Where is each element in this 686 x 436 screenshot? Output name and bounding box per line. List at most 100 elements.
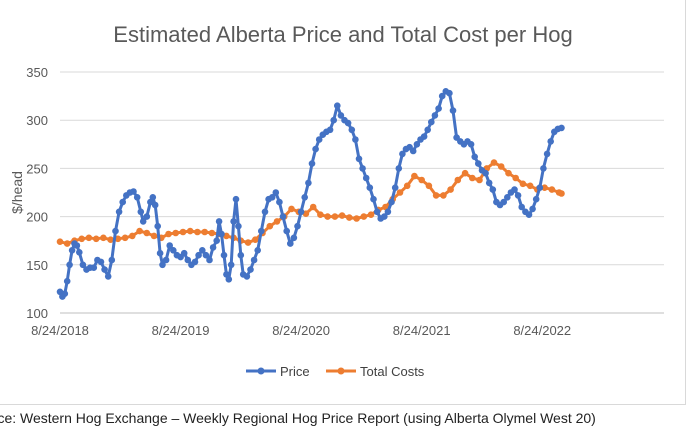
data-point [411,172,418,180]
data-point [180,249,188,257]
grid-layer [60,71,664,314]
data-point [201,228,208,236]
series-line [58,89,562,299]
data-point [199,247,206,254]
data-point [413,141,421,148]
y-tick-label: 250 [26,161,48,176]
data-point [85,234,93,242]
data-point [454,176,462,184]
y-tick-label: 200 [26,210,48,225]
data-point [536,184,544,191]
data-point [225,276,233,283]
data-point [195,251,202,259]
data-point [388,198,395,206]
x-tick-label: 8/24/2022 [513,323,571,338]
data-point [170,247,177,254]
data-point [326,126,334,134]
data-point [315,136,323,143]
data-point [165,230,172,238]
data-point [558,124,565,132]
data-point [425,182,433,190]
data-point [151,201,159,209]
data-point [250,256,258,264]
series-total-costs [56,159,565,247]
data-point [438,92,446,100]
data-point [512,174,519,182]
data-point [92,235,100,243]
data-point [237,251,245,259]
data-point [541,184,548,191]
data-point [420,133,428,140]
data-point [294,222,301,230]
data-point [309,203,317,211]
legend-item: Total Costs [326,364,425,379]
data-point [243,273,251,280]
data-point [287,240,294,247]
data-point [381,213,388,220]
data-point [526,182,534,190]
data-point [137,208,145,216]
data-point [206,256,213,264]
data-point [428,118,435,126]
data-point [476,176,483,184]
source-note: urce: Western Hog Exchange – Weekly Regi… [0,410,596,426]
data-point [90,264,98,272]
data-point [119,198,126,206]
legend-item: Price [246,364,310,379]
data-point [213,237,220,244]
data-point [489,186,497,193]
data-point [114,235,122,243]
data-point [305,179,312,187]
data-point [276,198,283,206]
data-point [266,222,274,230]
data-point [338,212,346,219]
data-point [154,222,161,230]
data-point [73,242,81,249]
data-point [218,230,225,238]
data-point [353,215,360,222]
data-point [247,266,254,273]
data-point [63,277,71,285]
legend-label: Total Costs [360,364,425,379]
data-point [191,258,199,266]
data-point [136,227,143,235]
data-point [78,235,85,243]
x-tick-label: 8/24/2020 [272,323,330,338]
data-point [156,249,164,257]
data-point [202,251,210,259]
data-point [424,126,432,134]
data-point [346,214,353,221]
x-tick-label: 8/24/2018 [31,323,89,338]
data-point [511,186,518,193]
legend-swatch-marker [257,367,265,375]
data-point [215,218,223,225]
data-point [133,194,141,201]
data-point [532,195,540,203]
data-point [447,186,454,193]
data-point [139,218,147,225]
data-point [179,228,187,236]
data-point [367,211,375,218]
data-point [97,258,105,266]
data-point [115,208,123,216]
data-point [547,138,554,145]
data-point [273,218,281,225]
data-point [485,179,493,187]
x-axis-ticks: 8/24/2018 8/24/2019 8/24/2020 8/24/2021 8/24… [31,323,571,338]
data-point [288,205,295,213]
data-point [312,145,319,153]
data-point [360,213,368,220]
data-point [283,227,291,235]
data-point [446,89,453,97]
data-point [186,227,194,235]
data-point [150,232,158,240]
data-point [435,105,442,112]
data-point [505,169,512,177]
data-point [66,261,73,269]
data-point [297,208,305,216]
data-point [258,227,265,235]
data-point [324,213,331,220]
data-point [373,208,381,216]
x-tick-label: 8/24/2021 [393,323,451,338]
